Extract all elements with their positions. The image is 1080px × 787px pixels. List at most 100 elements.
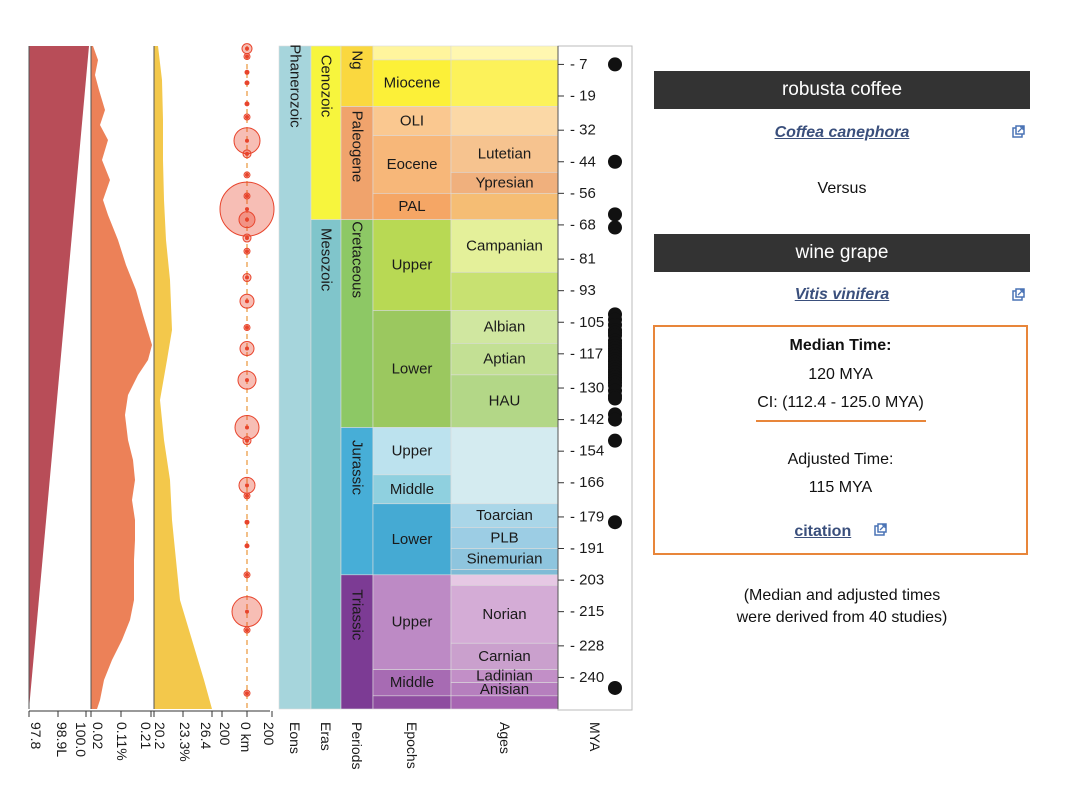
mya-tick-label: - 7 bbox=[570, 56, 588, 73]
epoch-band bbox=[372, 45, 452, 61]
period-label: Ng bbox=[349, 50, 366, 69]
event-bubble-center bbox=[245, 115, 249, 120]
age-label: Aptian bbox=[483, 351, 526, 368]
event-bubble-center bbox=[245, 236, 249, 241]
geologic-timeline: Phanerozoic Cenozoic Mesozoic Ng Paleogene… bbox=[28, 43, 633, 769]
event-bubble-center bbox=[245, 609, 249, 614]
age-label: Campanian bbox=[466, 237, 543, 254]
external-link-icon[interactable] bbox=[1012, 288, 1025, 301]
epoch-label: Upper bbox=[392, 443, 433, 460]
divergence-result-box: Median Time: 120 MYA CI: (112.4 - 125.0 … bbox=[653, 325, 1028, 555]
age-band bbox=[450, 569, 559, 576]
event-bubble-center bbox=[245, 691, 249, 696]
epoch-band bbox=[372, 193, 452, 220]
study-estimate-point bbox=[608, 680, 622, 695]
age-label: Norian bbox=[482, 606, 526, 623]
event-bubble-center bbox=[245, 46, 249, 51]
study-estimate-point bbox=[608, 154, 622, 169]
confidence-interval: CI: (112.4 - 125.0 MYA) bbox=[757, 394, 924, 411]
event-bubble-center bbox=[245, 217, 249, 222]
median-time-value: 120 MYA bbox=[808, 366, 873, 383]
axis-label-d2: 0 km bbox=[238, 722, 254, 752]
epoch-label: PAL bbox=[398, 198, 425, 215]
eras-column: Cenozoic Mesozoic bbox=[310, 45, 342, 710]
mya-tick-label: - 240 bbox=[570, 669, 604, 686]
axis-label-c1: 20.2 bbox=[152, 722, 168, 749]
epoch-band bbox=[372, 310, 452, 428]
event-bubble-center bbox=[245, 207, 249, 212]
event-bubble-center bbox=[245, 483, 249, 488]
event-bubble-center bbox=[245, 425, 249, 430]
axis-label-b2: 0.11% bbox=[114, 722, 130, 761]
age-label: Carnian bbox=[478, 648, 531, 665]
event-bubble-center bbox=[245, 80, 249, 85]
event-bubble-center bbox=[245, 193, 249, 198]
age-band bbox=[450, 695, 559, 710]
ages-column: Lutetian Ypresian Campanian Albian Aptian HAU… bbox=[450, 45, 559, 710]
epoch-band bbox=[372, 669, 452, 697]
age-label: Ypresian bbox=[475, 174, 533, 191]
age-band bbox=[450, 427, 559, 505]
median-time-label: Median Time: bbox=[789, 337, 892, 354]
epoch-band bbox=[372, 427, 452, 476]
study-estimate-point bbox=[608, 57, 622, 72]
age-label: Albian bbox=[484, 318, 526, 335]
taxon-b-scientific-link[interactable]: Vitis vinifera bbox=[654, 286, 1030, 304]
event-bubble-center bbox=[245, 325, 249, 330]
mya-tick-label: - 142 bbox=[570, 411, 604, 428]
epoch-label: Upper bbox=[392, 257, 433, 274]
era-label: Cenozoic bbox=[318, 55, 335, 118]
mya-tick-label: - 117 bbox=[570, 345, 603, 362]
adjusted-time-label: Adjusted Time: bbox=[787, 451, 894, 468]
event-bubble-center bbox=[245, 543, 249, 548]
eon-label: Phanerozoic bbox=[287, 44, 304, 128]
mya-tick-label: - 68 bbox=[570, 216, 596, 233]
study-estimate-point bbox=[608, 515, 622, 530]
mya-tick-label: - 166 bbox=[570, 474, 604, 491]
study-estimate-point bbox=[608, 391, 622, 406]
epoch-label: OLI bbox=[400, 112, 424, 129]
axis-label-b1: 0.02 bbox=[90, 722, 106, 749]
age-label: Lutetian bbox=[478, 145, 531, 162]
citation-link[interactable]: citation bbox=[794, 523, 852, 540]
event-bubble-center bbox=[245, 138, 249, 143]
periods-column: Ng Paleogene Cretaceous Jurassic Triassic bbox=[340, 45, 374, 710]
taxon-b-scientific-name[interactable]: Vitis vinifera bbox=[794, 286, 890, 303]
age-band bbox=[450, 59, 559, 107]
versus-label: Versus bbox=[817, 180, 867, 197]
studies-note: (Median and adjusted times were derived … bbox=[700, 585, 984, 629]
age-label: PLB bbox=[490, 529, 518, 546]
age-band bbox=[450, 45, 559, 61]
mya-tick-label: - 215 bbox=[570, 603, 604, 620]
axis-label-c3: 26.4 bbox=[198, 722, 214, 749]
epoch-label: Middle bbox=[390, 481, 434, 498]
epochs-column: Miocene OLI Eocene PAL Upper Lower Upper Middle… bbox=[372, 45, 452, 710]
event-bubble-center bbox=[245, 346, 249, 351]
epoch-band bbox=[372, 695, 452, 710]
event-bubble-center bbox=[245, 101, 249, 106]
age-label: Toarcian bbox=[476, 507, 533, 524]
mya-tick-label: - 44 bbox=[570, 153, 596, 170]
axis-label-epochs: Epochs bbox=[404, 722, 420, 769]
external-link-icon[interactable] bbox=[1012, 125, 1025, 138]
taxon-a-scientific-name[interactable]: Coffea canephora bbox=[774, 124, 910, 141]
period-band bbox=[340, 106, 374, 220]
axis-label-a3: 100.0 bbox=[73, 722, 89, 757]
studies-note-line-1: (Median and adjusted times bbox=[743, 587, 941, 604]
period-label: Paleogene bbox=[349, 111, 366, 183]
age-band bbox=[450, 193, 559, 220]
event-bubble-center bbox=[245, 628, 249, 633]
event-bubbles bbox=[219, 43, 275, 709]
period-band bbox=[340, 45, 374, 107]
epoch-band bbox=[372, 574, 452, 670]
taxon-a-scientific-link[interactable]: Coffea canephora bbox=[654, 124, 1030, 142]
age-band bbox=[450, 585, 559, 644]
axis-label-b3: 0.21 bbox=[138, 722, 154, 749]
adjusted-time-value: 115 MYA bbox=[808, 479, 873, 496]
external-link-icon[interactable] bbox=[873, 523, 887, 536]
mya-tick-label: - 203 bbox=[570, 572, 604, 589]
citation-row: citation bbox=[655, 523, 1026, 541]
epoch-label: Lower bbox=[392, 531, 433, 548]
axis-label-d3: 200 bbox=[261, 722, 277, 746]
